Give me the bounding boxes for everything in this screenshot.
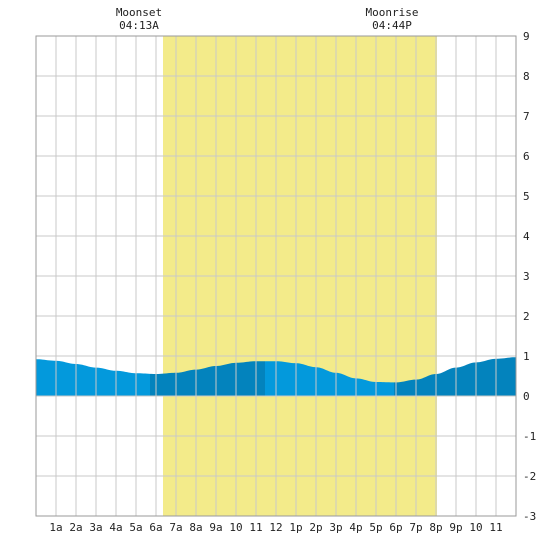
moonset-time: 04:13A	[119, 19, 159, 32]
y-tick-label: 5	[523, 190, 530, 203]
moonset-label: Moonset	[116, 6, 162, 19]
x-tick-label: 4a	[109, 521, 122, 534]
x-tick-label: 2a	[69, 521, 82, 534]
x-tick-label: 11	[489, 521, 502, 534]
y-tick-label: 4	[523, 230, 530, 243]
moonrise-label: Moonrise	[366, 6, 419, 19]
y-tick-label: 1	[523, 350, 530, 363]
x-tick-label: 5a	[129, 521, 142, 534]
y-tick-label: 8	[523, 70, 530, 83]
x-tick-label: 6p	[389, 521, 402, 534]
x-tick-label: 9p	[449, 521, 462, 534]
x-tick-label: 10	[229, 521, 242, 534]
y-tick-label: 2	[523, 310, 530, 323]
x-tick-label: 1a	[49, 521, 62, 534]
x-tick-label: 2p	[309, 521, 322, 534]
x-tick-label: 7p	[409, 521, 422, 534]
y-tick-label: 7	[523, 110, 530, 123]
moonrise-time: 04:44P	[372, 19, 412, 32]
x-tick-label: 3a	[89, 521, 102, 534]
y-tick-label: 9	[523, 30, 530, 43]
tide-area-segment-2	[265, 361, 394, 396]
x-tick-label: 5p	[369, 521, 382, 534]
tide-area-segment-0	[36, 359, 150, 396]
x-tick-label: 1p	[289, 521, 302, 534]
x-tick-label: 7a	[169, 521, 182, 534]
x-tick-label: 8a	[189, 521, 202, 534]
x-tick-label: 3p	[329, 521, 342, 534]
plot-border	[35, 35, 517, 517]
y-tick-label: -2	[523, 470, 536, 483]
y-tick-label: -3	[523, 510, 536, 523]
x-tick-label: 10	[469, 521, 482, 534]
x-tick-label: 8p	[429, 521, 442, 534]
y-tick-label: 6	[523, 150, 530, 163]
x-tick-label: 9a	[209, 521, 222, 534]
x-tick-label: 6a	[149, 521, 162, 534]
x-tick-label: 11	[249, 521, 262, 534]
tide-area-segment-3	[394, 357, 516, 396]
x-tick-label: 12	[269, 521, 282, 534]
x-tick-label: 4p	[349, 521, 362, 534]
y-tick-label: 0	[523, 390, 530, 403]
y-tick-label: 3	[523, 270, 530, 283]
y-tick-label: -1	[523, 430, 536, 443]
